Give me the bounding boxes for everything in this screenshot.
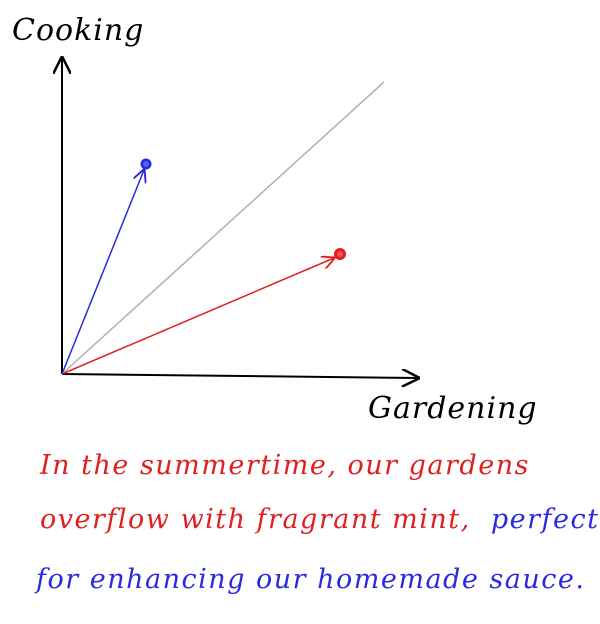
caption-line-1: In the summertime, our gardens: [39, 450, 530, 481]
red-point-highlight: [337, 251, 343, 257]
blue-point-highlight: [143, 161, 149, 167]
x-axis: [61, 374, 418, 378]
diagonal-line: [61, 81, 385, 375]
red-vector: [61, 258, 334, 375]
blue-vector: [61, 170, 144, 375]
caption-line-2-red: overflow with fragrant mint,: [40, 504, 471, 535]
caption-line-3: for enhancing our homemade sauce.: [34, 564, 585, 595]
caption-line-2: overflow with fragrant mint, perfect: [40, 504, 599, 535]
x-axis-label: Gardening: [368, 391, 538, 426]
y-axis-label: Cooking: [12, 13, 144, 48]
caption-line-2-blue: perfect: [491, 504, 600, 535]
